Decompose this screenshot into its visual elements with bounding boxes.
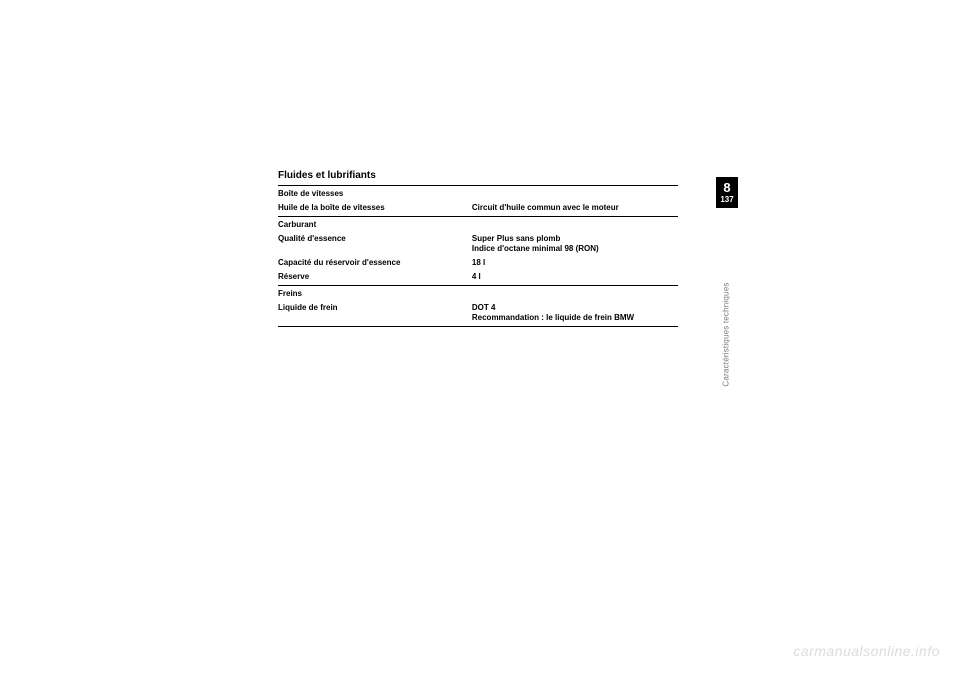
table-section-heading: Carburant <box>278 217 678 233</box>
spec-value: Circuit d'huile commun avec le moteur <box>472 201 678 217</box>
side-tab-label: Caractéristiques techniques <box>722 255 731 415</box>
chapter-number-box: 8 137 <box>716 177 738 208</box>
manual-page: 8 137 Caractéristiques techniques Fluide… <box>278 170 738 460</box>
spec-value-line: Super Plus sans plomb <box>472 234 560 243</box>
chapter-badge: 8 137 <box>716 177 738 208</box>
table-row: Huile de la boîte de vitesses Circuit d'… <box>278 201 678 217</box>
spec-value-line: Recommandation : le liquide de frein BMW <box>472 313 634 322</box>
spec-label: Capacité du réservoir d'essence <box>278 256 472 270</box>
table-row: Liquide de frein DOT 4 Recommandation : … <box>278 301 678 327</box>
watermark-text: carmanualsonline.info <box>793 643 940 659</box>
spec-value-line: Indice d'octane minimal 98 (RON) <box>472 244 599 253</box>
table-section-heading: Boîte de vitesses <box>278 186 678 202</box>
section-heading-label: Freins <box>278 286 678 302</box>
spec-label: Qualité d'essence <box>278 232 472 256</box>
specs-table: Boîte de vitesses Huile de la boîte de v… <box>278 185 678 327</box>
spec-value: 18 l <box>472 256 678 270</box>
section-title: Fluides et lubrifiants <box>278 170 738 181</box>
table-row: Capacité du réservoir d'essence 18 l <box>278 256 678 270</box>
spec-label: Réserve <box>278 270 472 286</box>
spec-label: Huile de la boîte de vitesses <box>278 201 472 217</box>
spec-label: Liquide de frein <box>278 301 472 327</box>
side-tab: Caractéristiques techniques <box>716 240 738 430</box>
spec-value: Super Plus sans plomb Indice d'octane mi… <box>472 232 678 256</box>
chapter-number: 8 <box>716 181 738 194</box>
spec-value: 4 l <box>472 270 678 286</box>
spec-value: DOT 4 Recommandation : le liquide de fre… <box>472 301 678 327</box>
page-number: 137 <box>716 196 738 204</box>
section-heading-label: Carburant <box>278 217 678 233</box>
table-row: Réserve 4 l <box>278 270 678 286</box>
table-row: Qualité d'essence Super Plus sans plomb … <box>278 232 678 256</box>
section-heading-label: Boîte de vitesses <box>278 186 678 202</box>
table-section-heading: Freins <box>278 286 678 302</box>
spec-value-line: DOT 4 <box>472 303 496 312</box>
